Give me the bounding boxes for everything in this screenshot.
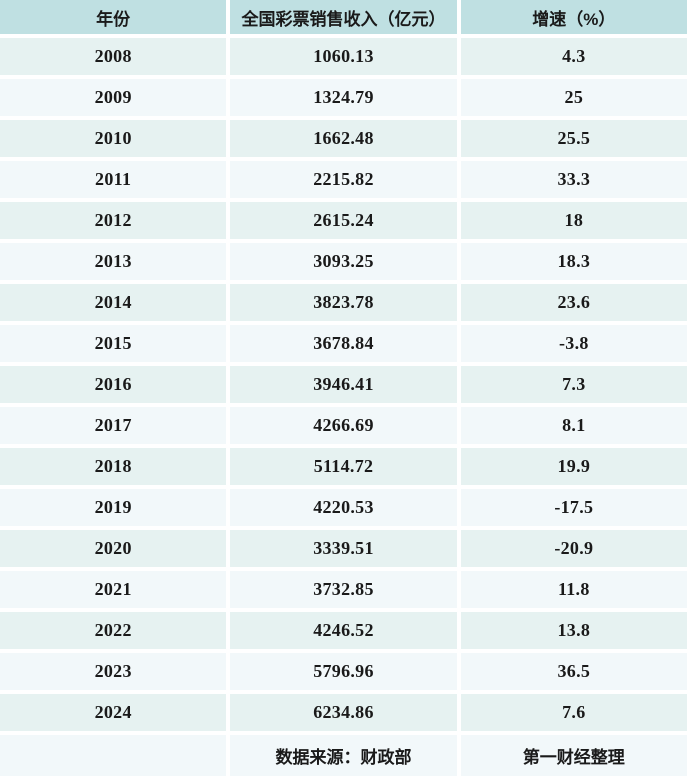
credit-note: 第一财经整理 bbox=[460, 735, 687, 776]
revenue-cell-2015: 3678.84 bbox=[230, 325, 457, 362]
growth-cell-2020: -20.9 bbox=[460, 530, 687, 567]
revenue-cell-2011: 2215.82 bbox=[230, 161, 457, 198]
growth-cell-2019: -17.5 bbox=[460, 489, 687, 526]
revenue-cell-2018: 5114.72 bbox=[230, 448, 457, 485]
growth-cell-2014: 23.6 bbox=[460, 284, 687, 321]
year-cell-2010: 2010 bbox=[0, 120, 227, 157]
source-note: 数据来源：财政部 bbox=[230, 735, 457, 776]
year-cell-2024: 2024 bbox=[0, 694, 227, 731]
year-cell-2020: 2020 bbox=[0, 530, 227, 567]
revenue-cell-2022: 4246.52 bbox=[230, 612, 457, 649]
growth-cell-2009: 25 bbox=[460, 79, 687, 116]
growth-cell-2016: 7.3 bbox=[460, 366, 687, 403]
growth-cell-2017: 8.1 bbox=[460, 407, 687, 444]
revenue-cell-2014: 3823.78 bbox=[230, 284, 457, 321]
col-header-year: 年份 bbox=[0, 0, 227, 34]
revenue-cell-2023: 5796.96 bbox=[230, 653, 457, 690]
growth-cell-2011: 33.3 bbox=[460, 161, 687, 198]
year-cell-2019: 2019 bbox=[0, 489, 227, 526]
year-cell-2008: 2008 bbox=[0, 38, 227, 75]
growth-cell-2015: -3.8 bbox=[460, 325, 687, 362]
growth-cell-2022: 13.8 bbox=[460, 612, 687, 649]
revenue-cell-2013: 3093.25 bbox=[230, 243, 457, 280]
growth-cell-2024: 7.6 bbox=[460, 694, 687, 731]
revenue-cell-2010: 1662.48 bbox=[230, 120, 457, 157]
growth-cell-2008: 4.3 bbox=[460, 38, 687, 75]
year-cell-2021: 2021 bbox=[0, 571, 227, 608]
year-cell-2009: 2009 bbox=[0, 79, 227, 116]
revenue-cell-2016: 3946.41 bbox=[230, 366, 457, 403]
growth-cell-2018: 19.9 bbox=[460, 448, 687, 485]
year-cell-2012: 2012 bbox=[0, 202, 227, 239]
footer-empty-cell bbox=[0, 735, 227, 776]
revenue-cell-2021: 3732.85 bbox=[230, 571, 457, 608]
growth-cell-2010: 25.5 bbox=[460, 120, 687, 157]
revenue-cell-2012: 2615.24 bbox=[230, 202, 457, 239]
revenue-cell-2017: 4266.69 bbox=[230, 407, 457, 444]
year-cell-2016: 2016 bbox=[0, 366, 227, 403]
year-cell-2022: 2022 bbox=[0, 612, 227, 649]
col-header-revenue: 全国彩票销售收入（亿元） bbox=[230, 0, 457, 34]
revenue-cell-2020: 3339.51 bbox=[230, 530, 457, 567]
growth-cell-2012: 18 bbox=[460, 202, 687, 239]
col-header-growth: 增速（%） bbox=[460, 0, 687, 34]
year-cell-2018: 2018 bbox=[0, 448, 227, 485]
revenue-cell-2008: 1060.13 bbox=[230, 38, 457, 75]
year-cell-2014: 2014 bbox=[0, 284, 227, 321]
revenue-cell-2009: 1324.79 bbox=[230, 79, 457, 116]
year-cell-2017: 2017 bbox=[0, 407, 227, 444]
revenue-cell-2024: 6234.86 bbox=[230, 694, 457, 731]
year-cell-2011: 2011 bbox=[0, 161, 227, 198]
growth-cell-2021: 11.8 bbox=[460, 571, 687, 608]
revenue-cell-2019: 4220.53 bbox=[230, 489, 457, 526]
growth-cell-2023: 36.5 bbox=[460, 653, 687, 690]
growth-cell-2013: 18.3 bbox=[460, 243, 687, 280]
year-cell-2023: 2023 bbox=[0, 653, 227, 690]
year-cell-2015: 2015 bbox=[0, 325, 227, 362]
year-cell-2013: 2013 bbox=[0, 243, 227, 280]
